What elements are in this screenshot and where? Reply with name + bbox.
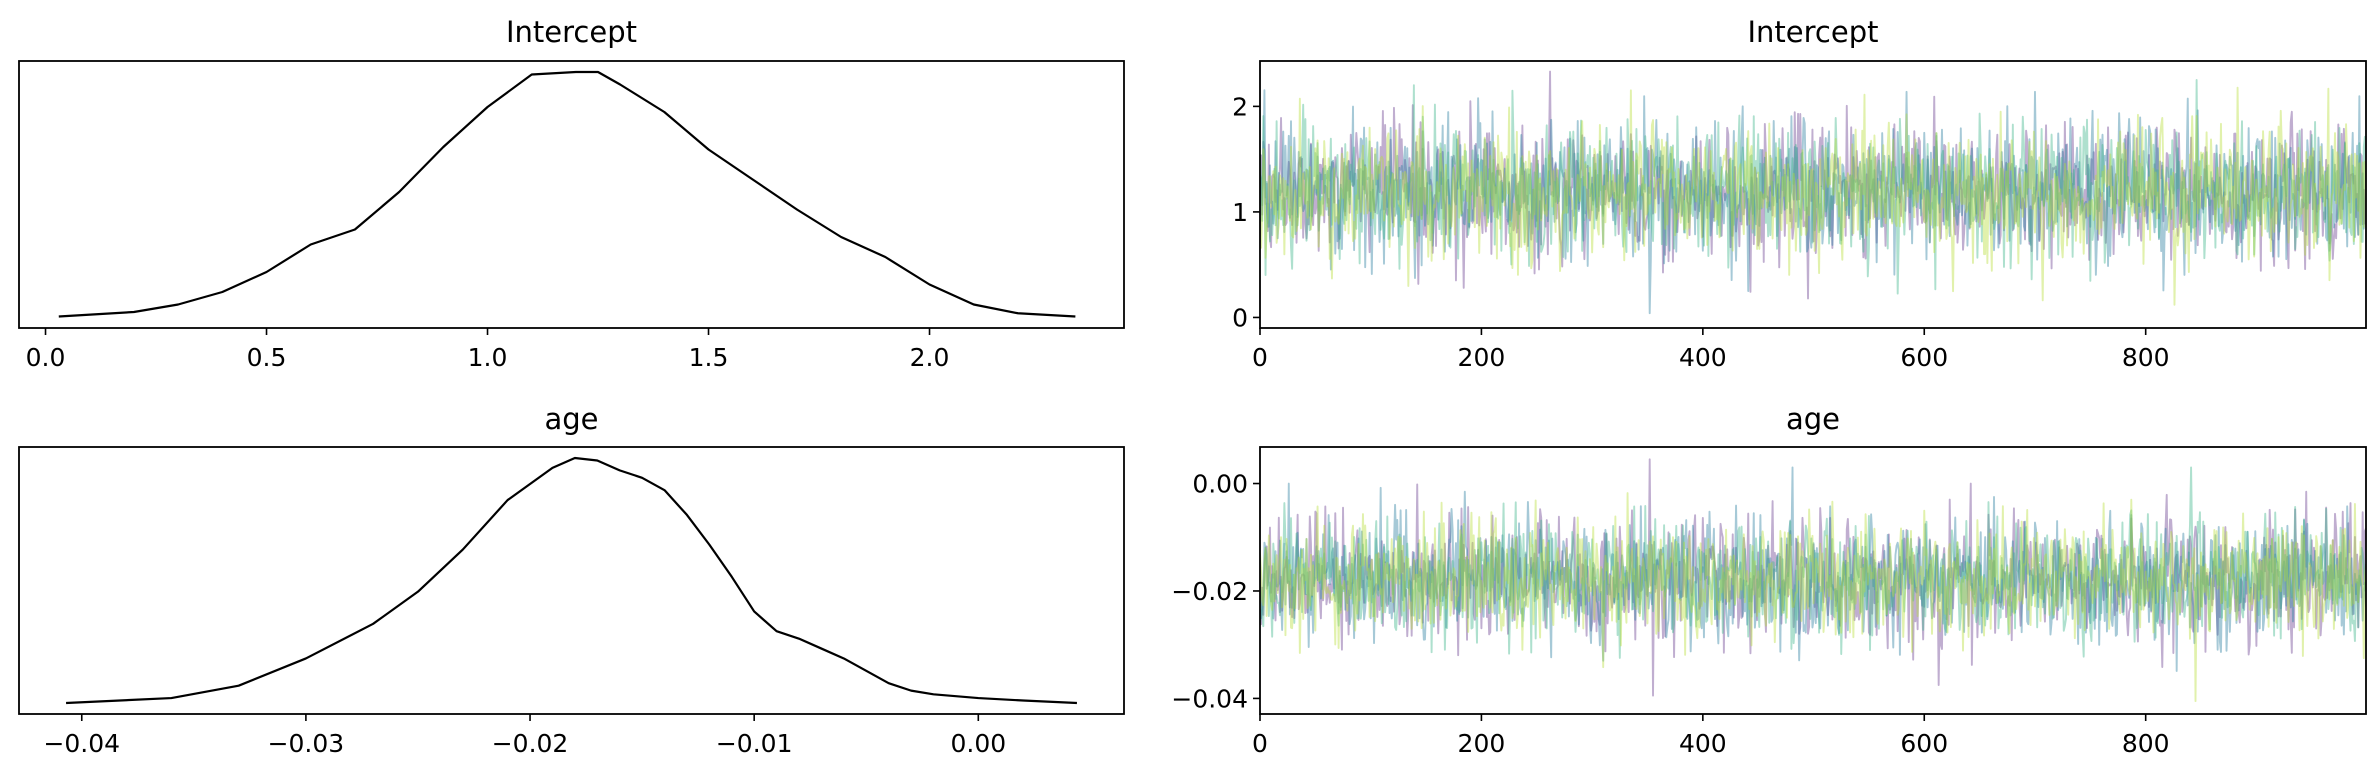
axes-frame: [18, 446, 1125, 715]
x-tick-label: 400: [1679, 729, 1727, 758]
y-tick-label: −0.02: [1171, 577, 1248, 606]
plot-area: [58, 70, 1076, 318]
x-tick-label: 0: [1252, 729, 1268, 758]
trace-lines: [1260, 70, 2366, 315]
x-tick-label: 0.00: [950, 729, 1006, 758]
trace-chain-1: [1260, 70, 2366, 300]
trace-chain-3: [1260, 79, 2366, 295]
panel-intercept-trace: Intercept 0 200 400 600 800 0 1 2: [1232, 15, 2367, 372]
density-curve: [58, 70, 1076, 318]
trace-chain-2: [1260, 466, 2366, 672]
trace-chain-4: [1260, 492, 2366, 703]
panel-title: Intercept: [506, 15, 637, 49]
x-tick-label: −0.04: [43, 729, 120, 758]
panel-age-density: age −0.04 −0.03 −0.02 −0.01 0.00: [18, 402, 1125, 758]
x-tick-label: −0.03: [268, 729, 345, 758]
panel-intercept-density: Intercept 0.0 0.5 1.0 1.5 2.0: [18, 15, 1125, 372]
trace-chain-1: [1260, 458, 2366, 697]
y-tick-label: 0: [1232, 303, 1248, 332]
y-tick-label: 0.00: [1192, 470, 1248, 499]
y-tick-label: 1: [1232, 198, 1248, 227]
panel-title: Intercept: [1748, 15, 1879, 49]
x-tick-label: 400: [1679, 343, 1727, 372]
plot-area: [66, 456, 1077, 705]
panel-title: age: [544, 402, 598, 436]
x-tick-label: 1.0: [468, 343, 508, 372]
plot-area: [1260, 458, 2366, 703]
panel-title: age: [1786, 402, 1840, 436]
x-tick-label: 2.0: [910, 343, 950, 372]
trace-chain-4: [1260, 86, 2366, 306]
x-tick-label: −0.02: [492, 729, 569, 758]
x-tick-label: 200: [1458, 343, 1506, 372]
density-curve: [66, 456, 1077, 705]
trace-chain-2: [1260, 89, 2366, 315]
axes-frame: [18, 60, 1125, 329]
x-tick-label: 800: [2122, 729, 2170, 758]
x-tick-label: −0.01: [716, 729, 793, 758]
x-tick-label: 800: [2122, 343, 2170, 372]
y-tick-label: −0.04: [1171, 684, 1248, 713]
trace-lines: [1260, 458, 2366, 703]
axes-frame: [1259, 446, 2367, 715]
axes-frame: [1259, 60, 2367, 329]
x-tick-label: 600: [1900, 729, 1948, 758]
y-tick-label: 2: [1232, 92, 1248, 121]
x-tick-label: 200: [1458, 729, 1506, 758]
trace-chain-3: [1260, 466, 2366, 659]
x-tick-label: 600: [1900, 343, 1948, 372]
x-tick-label: 1.5: [689, 343, 729, 372]
plot-area: [1260, 70, 2366, 315]
panel-age-trace: age 0 200 400 600 800 −0.04 −0.02 0.00: [1171, 402, 2367, 758]
x-tick-label: 0.0: [26, 343, 66, 372]
x-tick-label: 0.5: [247, 343, 287, 372]
x-tick-label: 0: [1252, 343, 1268, 372]
